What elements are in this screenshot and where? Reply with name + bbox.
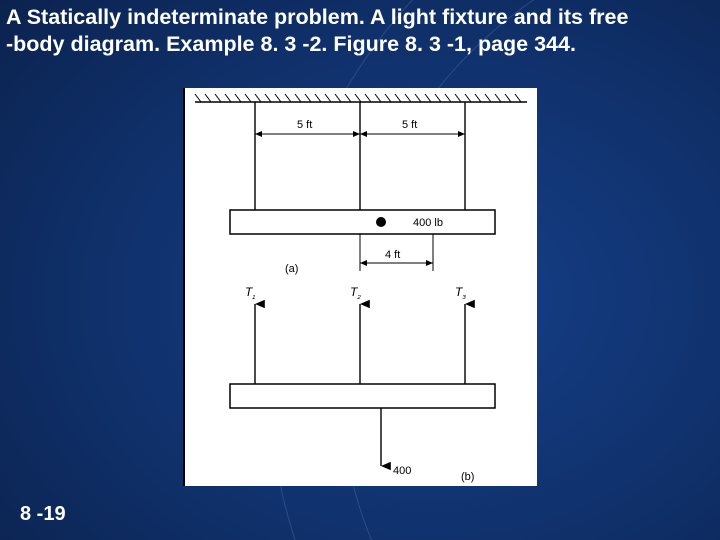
figure-diagram: 5 ft 5 ft 400 lb 4 ft (a) T₁ T₂ T₃ 400 (b) [185,88,537,486]
slide-title: A Statically indeterminate problem. A li… [6,4,714,58]
svg-text:(a): (a) [285,263,298,275]
svg-text:T₃: T₃ [455,285,466,300]
svg-text:T₂: T₂ [350,285,361,300]
figure-container: 5 ft 5 ft 400 lb 4 ft (a) T₁ T₂ T₃ 400 (b) [183,88,537,486]
svg-text:T₁: T₁ [245,285,255,300]
slide: A Statically indeterminate problem. A li… [0,0,720,540]
svg-text:400: 400 [393,465,411,477]
svg-text:5 ft: 5 ft [402,119,417,131]
svg-text:5 ft: 5 ft [297,119,312,131]
slide-number: 8 -19 [20,503,66,526]
svg-text:4 ft: 4 ft [385,249,400,261]
svg-text:(b): (b) [461,471,474,483]
svg-text:400 lb: 400 lb [413,217,443,229]
